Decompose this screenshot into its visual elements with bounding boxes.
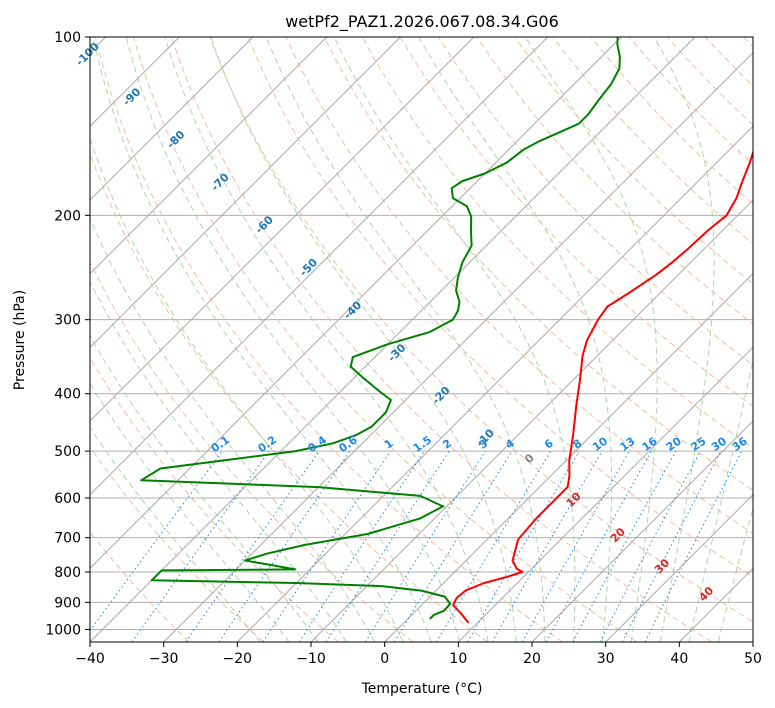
x-axis: −40 −30 −20 −10 0 10 20 30 40 50 (75, 642, 762, 667)
x-tick-label: 30 (597, 651, 615, 667)
x-tick-label: 40 (670, 651, 688, 667)
moist-adiabat (717, 506, 753, 642)
moist-adiabat (688, 358, 753, 642)
x-tick-label: 0 (380, 651, 389, 667)
mixing-ratio-line (185, 450, 320, 642)
x-tick-label: −30 (149, 651, 179, 667)
isotherm-line (531, 420, 753, 642)
x-tick-label: −40 (75, 651, 105, 667)
y-tick-label: 600 (54, 491, 81, 507)
isotherm-line (90, 37, 327, 275)
dry-adiabat (90, 446, 264, 642)
x-tick-label: 50 (744, 651, 762, 667)
x-axis-label: Temperature (°C) (361, 681, 483, 697)
mixing-ratio-line (262, 450, 392, 642)
y-tick-label: 500 (54, 444, 81, 460)
dewpoint-line (140, 37, 621, 620)
plot-frame (89, 36, 754, 643)
y-tick-label: 300 (54, 313, 81, 329)
moist-adiabat (92, 37, 432, 642)
isotherm-line (237, 125, 753, 642)
isotherm-line (90, 37, 622, 569)
dry-adiabat (476, 37, 753, 325)
moist-adiabat (90, 280, 347, 642)
y-tick-label: 1000 (45, 622, 81, 638)
mixing-ratio-line (325, 450, 450, 642)
moist-adiabat (210, 37, 517, 642)
mixing-ratio-line (467, 450, 580, 642)
moist-adiabat (90, 334, 319, 642)
mixing-ratio-line (572, 450, 677, 642)
isotherm-line (384, 273, 753, 642)
isotherm-line (90, 37, 548, 496)
y-axis-label: Pressure (hPa) (12, 290, 28, 390)
dry-adiabat (514, 37, 753, 285)
y-tick-label: 800 (54, 565, 81, 581)
chart-title: wetPf2_PAZ1.2026.067.08.34.G06 (285, 12, 559, 32)
y-tick-label: 700 (54, 531, 81, 547)
dry-adiabat (94, 37, 563, 642)
isotherm-line (458, 346, 753, 642)
mixing-ratio-line (218, 450, 351, 642)
dry-adiabat (285, 37, 753, 535)
isotherm-line (90, 37, 696, 642)
isotherm-line (163, 52, 753, 642)
moist-adiabat (333, 37, 576, 642)
x-tick-label: 20 (523, 651, 541, 667)
moist-adiabat (90, 426, 261, 642)
moist-adiabat (524, 37, 658, 642)
mixing-ratio-line (599, 450, 701, 642)
dry-adiabat (323, 37, 753, 491)
dry-adiabat (209, 37, 753, 623)
mixing-ratio-line (435, 450, 552, 642)
moist-adiabat (265, 37, 546, 642)
y-tick-label: 200 (54, 208, 81, 224)
dry-adiabat (171, 37, 712, 642)
sounding-series (140, 37, 753, 624)
mixing-ratio-line (393, 450, 513, 642)
y-axis: 100 200 300 400 500 600 700 800 900 1000 (45, 30, 90, 638)
y-tick-label: 900 (54, 595, 81, 611)
moist-adiabat (90, 382, 290, 642)
isotherm-line (90, 37, 254, 201)
dry-adiabat (247, 37, 753, 578)
y-tick-label: 400 (54, 387, 81, 403)
isotherm-line (90, 37, 401, 348)
dry-adiabat (90, 260, 414, 642)
moist-adiabat (653, 37, 715, 642)
y-tick-label: 100 (54, 30, 81, 46)
mixing-ratio-line (364, 450, 486, 642)
temperature-line (452, 149, 753, 624)
x-tick-label: 10 (449, 651, 467, 667)
x-tick-label: −20 (223, 651, 253, 667)
isotherm-line (90, 37, 475, 422)
moist-adiabat (164, 37, 489, 642)
isotherm-line (605, 494, 753, 642)
x-tick-label: −10 (296, 651, 326, 667)
moist-adiabat (90, 216, 376, 642)
moist-adiabat (418, 37, 613, 642)
